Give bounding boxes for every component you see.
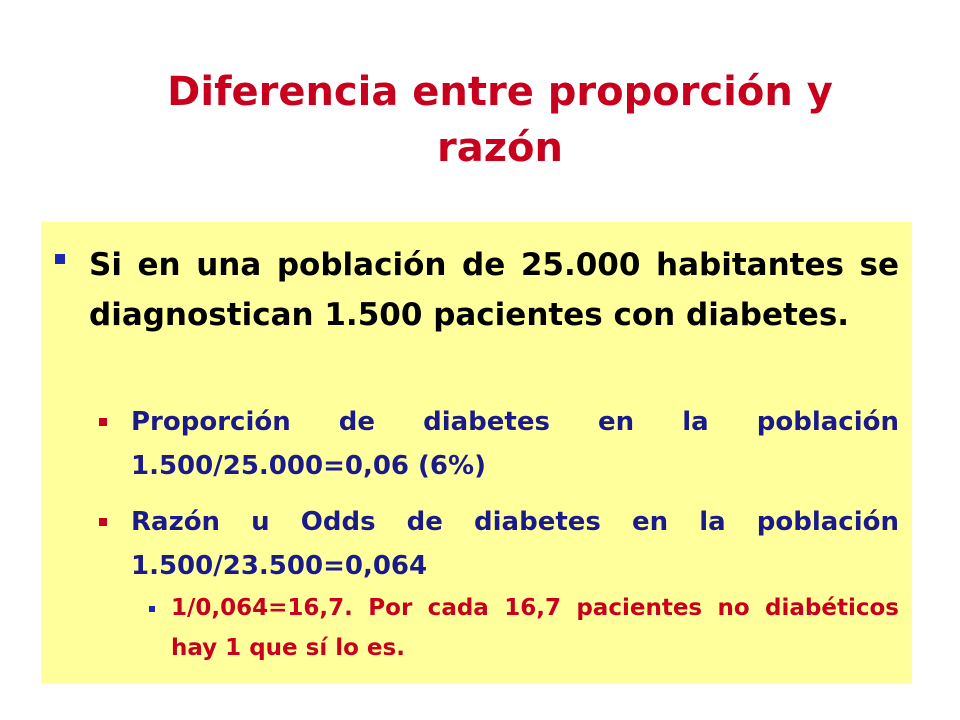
level1-bullet-marker	[55, 254, 65, 264]
slide-title: Diferencia entre proporción y razón	[167, 69, 833, 171]
level2-bullet-marker	[99, 418, 107, 426]
content-box: Si en una población de 25.000 habitantes…	[41, 222, 912, 683]
level1-bullet-text: Si en una población de 25.000 habitantes…	[89, 247, 899, 333]
level2-bullet-marker	[99, 518, 107, 526]
level2-bullet-text-razon: Razón u Odds de diabetes en la población…	[131, 507, 899, 581]
level3-bullet-text: 1/0,064=16,7. Por cada 16,7 pacientes no…	[171, 595, 899, 661]
level2-bullet-text-proporcion: Proporción de diabetes en la población 1…	[131, 407, 899, 481]
level3-bullet-marker	[149, 606, 155, 612]
